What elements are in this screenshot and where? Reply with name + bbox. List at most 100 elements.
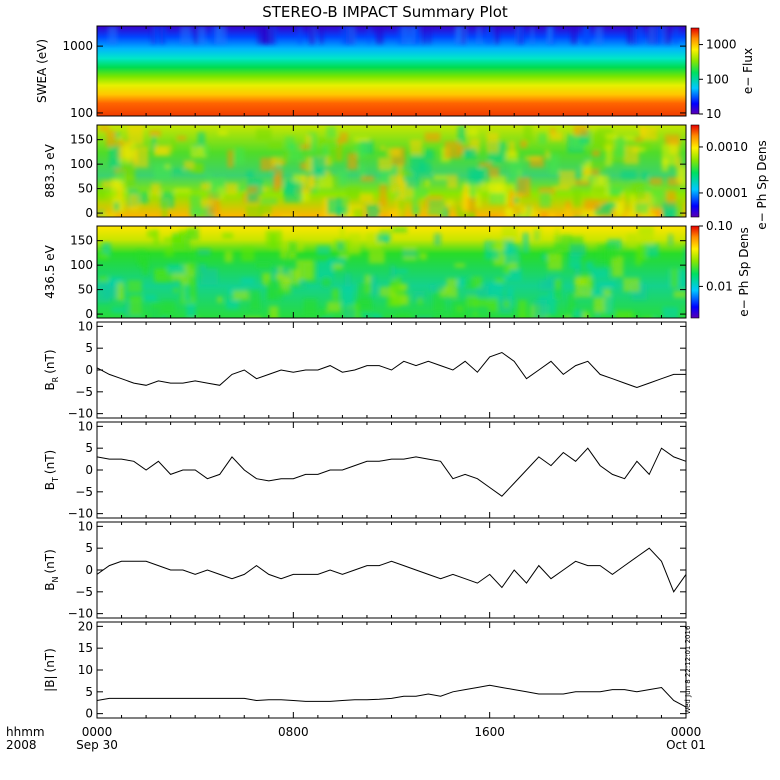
spectrogram-cell: [161, 301, 176, 314]
spectrogram-cell: [425, 179, 430, 187]
spectrogram-cell: [246, 206, 263, 217]
spectrogram-cell: [321, 276, 331, 287]
spectrogram-cell: [517, 177, 531, 198]
spectrogram-cell: [549, 154, 560, 175]
spectrogram-cell: [424, 132, 441, 142]
spectrogram-cell: [569, 244, 586, 257]
spectrogram-cell: [590, 267, 609, 279]
spectrogram-cell: [614, 203, 625, 214]
spectrogram-cell: [683, 246, 686, 262]
spectrogram-cell: [533, 227, 542, 243]
spectrogram-cell: [484, 26, 493, 44]
spectrogram-cell: [206, 173, 212, 179]
spectrogram-cell: [392, 226, 408, 233]
spectrogram-cell: [649, 177, 663, 186]
spectrogram-cell: [591, 150, 601, 157]
spectrogram-cell: [151, 303, 162, 318]
spectrogram-cell: [538, 133, 547, 145]
spectrogram-cell: [473, 311, 478, 317]
spectrogram-cell: [614, 137, 626, 158]
spectrogram-cell: [354, 143, 368, 158]
y-tick-label: 5: [85, 685, 93, 699]
spectrogram-cell: [539, 191, 551, 208]
spectrogram-cell: [256, 128, 272, 141]
spectrogram-cell: [493, 245, 506, 266]
spectrogram-cell: [479, 182, 492, 192]
spectrogram-cell: [225, 182, 238, 195]
spectrogram-cell: [291, 240, 304, 252]
spectrogram-cell: [299, 189, 310, 202]
spectrogram-cell: [269, 305, 279, 318]
spectrogram-cell: [160, 26, 167, 44]
spectrogram-cell: [259, 187, 270, 192]
spectrogram-cell: [283, 151, 289, 163]
spectrogram-cell: [634, 203, 649, 214]
spectrogram-cell: [220, 176, 225, 195]
spectrogram-cell: [115, 170, 125, 182]
swea-colorbar-label: e− Flux: [741, 48, 755, 94]
spectrogram-cell: [308, 26, 315, 44]
spectrogram-cell: [452, 300, 468, 318]
spectrogram-cell: [605, 145, 612, 167]
spectrogram-cell: [597, 281, 616, 288]
spectrogram-cell: [167, 270, 183, 281]
y-tick-label: 5: [85, 541, 93, 555]
spectrogram-cell: [502, 268, 508, 273]
spectrogram-cell: [469, 138, 480, 153]
spectrogram-cell: [454, 26, 462, 44]
colorbar-tick-label: 0.0001: [706, 186, 748, 200]
spectrogram-cell: [289, 144, 302, 160]
spectrogram-cell: [413, 291, 425, 301]
spectrogram-cell: [208, 192, 220, 215]
spectrogram-cell: [559, 170, 576, 187]
spectrogram-cell: [109, 145, 120, 168]
spectrogram-cell: [409, 139, 423, 155]
svg-text:BR(nT): BR (nT): [43, 349, 60, 390]
spectrogram-cell: [524, 156, 541, 161]
spectrogram-cell: [584, 199, 600, 211]
date-tick-label: Sep 30: [76, 738, 118, 752]
spectrogram-cell: [312, 156, 326, 178]
spectrogram-cell: [600, 139, 619, 151]
spectrogram-cell: [326, 126, 336, 138]
spectrogram-cell: [447, 174, 458, 189]
spectrogram-cell: [510, 192, 524, 199]
spectrogram-cell: [390, 277, 402, 294]
spectrogram-cell: [305, 135, 312, 144]
spectrogram-cell: [639, 226, 654, 245]
spectrogram-cell: [284, 183, 303, 203]
spectrogram-cell: [218, 130, 228, 136]
y-tick-label: 150: [70, 133, 93, 147]
spectrogram-cell: [152, 26, 160, 44]
spectrogram-cell: [585, 26, 590, 44]
time-row2-prefix: 2008: [6, 738, 37, 752]
y-tick-label: 0: [85, 563, 93, 577]
spectrogram-cell: [662, 202, 676, 217]
spectrogram-cell: [389, 209, 403, 217]
spectrogram-cell: [530, 26, 535, 44]
spectrogram-cell: [190, 195, 202, 216]
spectrogram-cell: [581, 26, 589, 44]
spectrogram-cell: [400, 170, 410, 177]
spectrogram-cell: [584, 160, 592, 177]
spectrogram-cell: [366, 204, 380, 217]
y-tick-label: 150: [70, 234, 93, 248]
spectrogram-cell: [207, 179, 215, 200]
spectrogram-cell: [538, 187, 555, 195]
spectrogram-cell: [379, 184, 388, 206]
spectrogram-cell: [339, 252, 350, 260]
spectrogram-cell: [609, 189, 625, 196]
spectrogram-cell: [488, 282, 503, 301]
y-tick-label: 1000: [62, 39, 93, 53]
spectrogram-cell: [360, 193, 374, 203]
spectrogram-cell: [378, 157, 393, 171]
spectrogram-cell: [465, 290, 480, 296]
spectrogram-cell: [532, 211, 540, 217]
spectrogram-cell: [340, 26, 351, 44]
spectrogram-cell: [368, 250, 385, 264]
spectrogram-cell: [444, 141, 461, 159]
y-tick-label: 100: [70, 258, 93, 272]
spectrogram-cell: [454, 263, 466, 268]
spectrogram-cell: [620, 170, 637, 180]
